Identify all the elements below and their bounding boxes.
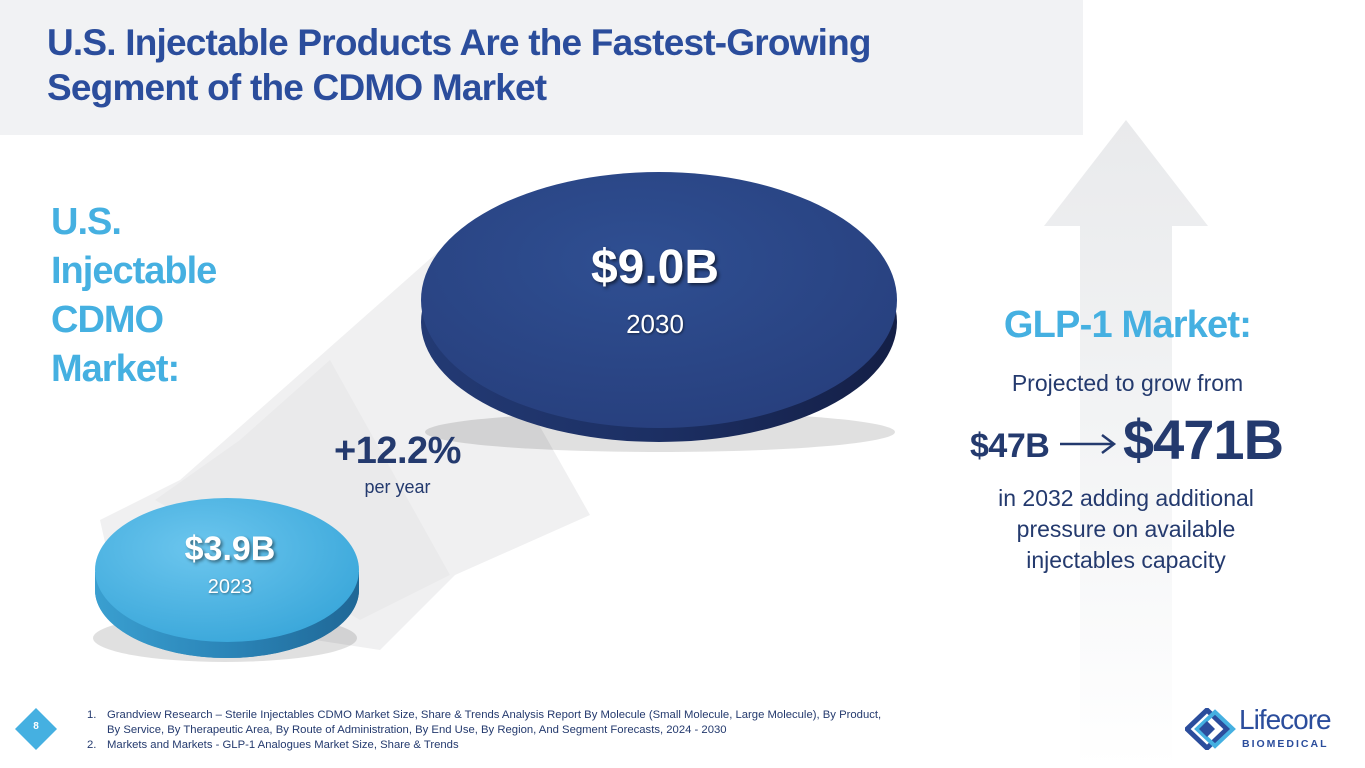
growth-rate: +12.2% xyxy=(334,430,461,472)
glp1-desc-line: pressure on available xyxy=(1016,516,1236,542)
footnote-number: 1. xyxy=(87,709,97,721)
footnote-line: Markets and Markets - GLP-1 Analogues Ma… xyxy=(107,739,459,751)
glp1-description: in 2032 adding additional pressure on av… xyxy=(975,483,1277,576)
title-band xyxy=(0,0,1083,135)
logo-tagline: BIOMEDICAL xyxy=(1242,738,1329,750)
label-line: Market: xyxy=(51,348,180,390)
footnote-line: By Service, By Therapeutic Area, By Rout… xyxy=(107,724,727,736)
disc-2023 xyxy=(93,498,359,662)
glp1-desc-line: in 2032 adding additional xyxy=(998,485,1254,511)
glp1-subtitle: Projected to grow from xyxy=(1011,370,1244,396)
year-2023: 2023 xyxy=(207,576,253,598)
footnote-line: Grandview Research – Sterile Injectables… xyxy=(107,709,882,721)
page-number-badge xyxy=(15,708,57,750)
glp1-title: GLP-1 Market: xyxy=(1003,304,1252,346)
footnote-item: 2. Markets and Markets - GLP-1 Analogues… xyxy=(87,738,917,753)
disc-2030 xyxy=(421,172,897,452)
lifecore-logo: Lifecore BIOMEDICAL xyxy=(1185,704,1345,752)
growth-period: per year xyxy=(364,477,431,497)
value-2023: $3.9B xyxy=(184,530,276,568)
glp1-growth-row: $47B $471B xyxy=(960,405,1295,475)
lifecore-diamond-icon xyxy=(1185,708,1236,750)
label-line: CDMO xyxy=(51,299,164,341)
title-line-2: Segment of the CDMO Market xyxy=(47,67,547,108)
injectable-market-label: U.S. Injectable CDMO Market: xyxy=(51,198,271,394)
year-2030: 2030 xyxy=(626,309,684,339)
label-line: Injectable xyxy=(51,250,217,292)
footnote-item: 1. Grandview Research – Sterile Injectab… xyxy=(87,708,917,738)
label-line: U.S. xyxy=(51,201,122,243)
title-line-1: U.S. Injectable Products Are the Fastest… xyxy=(47,22,872,63)
logo-name: Lifecore xyxy=(1239,704,1332,735)
footnotes: 1. Grandview Research – Sterile Injectab… xyxy=(87,708,917,753)
glp1-from-value: $47B xyxy=(970,427,1050,465)
page-number: 8 xyxy=(33,721,39,732)
glp1-desc-line: injectables capacity xyxy=(1026,547,1226,573)
right-arrow-icon xyxy=(1060,434,1117,454)
value-2030: $9.0B xyxy=(590,241,720,294)
slide-title: U.S. Injectable Products Are the Fastest… xyxy=(47,20,1047,110)
glp1-to-value: $471B xyxy=(1123,408,1284,471)
growth-arrow-background xyxy=(1044,120,1208,768)
footnote-number: 2. xyxy=(87,739,97,751)
